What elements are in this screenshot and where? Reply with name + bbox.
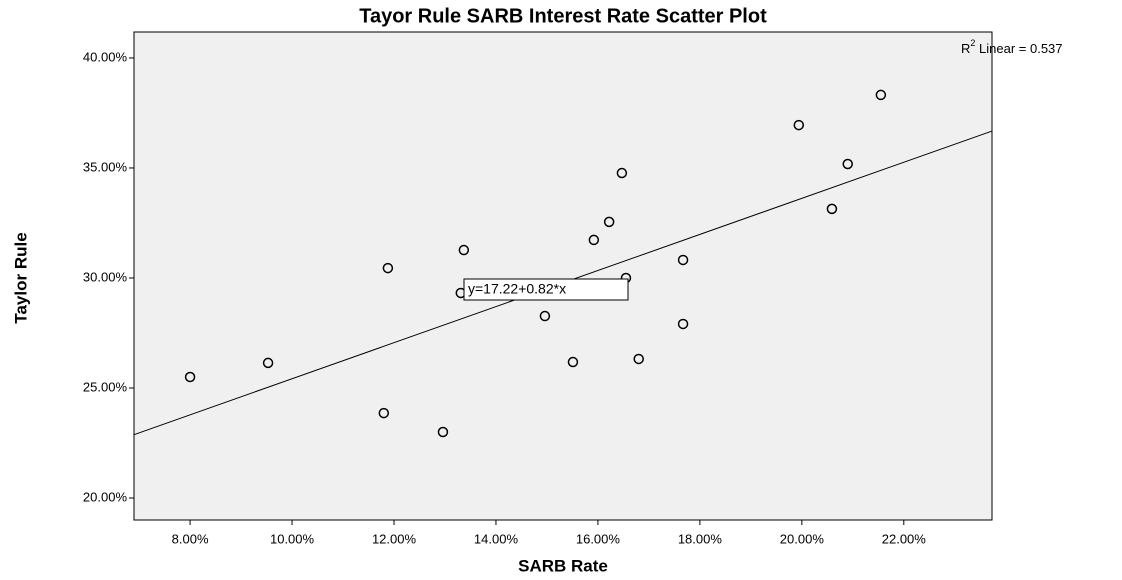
chart-title: Tayor Rule SARB Interest Rate Scatter Pl… (359, 5, 767, 27)
y-tick-label: 40.00% (83, 49, 128, 64)
x-tick-label: 10.00% (270, 531, 315, 546)
point (378, 407, 390, 419)
r-squared-exponent: 2 (970, 38, 975, 48)
y-tick-label: 35.00% (83, 159, 128, 174)
point (842, 158, 853, 170)
point (382, 262, 394, 274)
point (793, 119, 805, 131)
y-axis-label: Taylor Rule (11, 232, 30, 323)
point (539, 310, 551, 322)
y-tick-label: 20.00% (83, 489, 128, 504)
point (567, 356, 579, 368)
x-tick-label: 12.00% (372, 531, 417, 546)
point (437, 426, 449, 438)
fit-label: y=17.22+0.82*x (468, 281, 566, 297)
point (458, 244, 470, 256)
fit-label-box (463, 278, 629, 301)
point (262, 357, 274, 369)
point (184, 371, 196, 383)
r-squared-value: Linear = 0.537 (975, 41, 1062, 56)
point (677, 254, 689, 266)
point (588, 234, 600, 246)
x-tick-label: 20.00% (780, 531, 825, 546)
point (677, 318, 689, 330)
x-tick-label: 16.00% (576, 531, 621, 546)
x-tick-label: 22.00% (882, 531, 927, 546)
x-tick-label: 8.00% (172, 531, 209, 546)
point (616, 167, 628, 179)
y-tick-label: 25.00% (83, 379, 128, 394)
y-tick-label: 30.00% (83, 269, 128, 284)
x-tick-label: 18.00% (678, 531, 723, 546)
r-squared-label: R2 Linear = 0.537 (961, 38, 1063, 56)
x-axis-label: SARB Rate (518, 556, 608, 575)
point (633, 353, 644, 365)
r-squared-symbol: R (961, 41, 970, 56)
point (603, 216, 615, 228)
x-tick-label: 14.00% (474, 531, 519, 546)
point (875, 89, 887, 101)
plot-area (133, 31, 993, 521)
point (826, 203, 838, 215)
